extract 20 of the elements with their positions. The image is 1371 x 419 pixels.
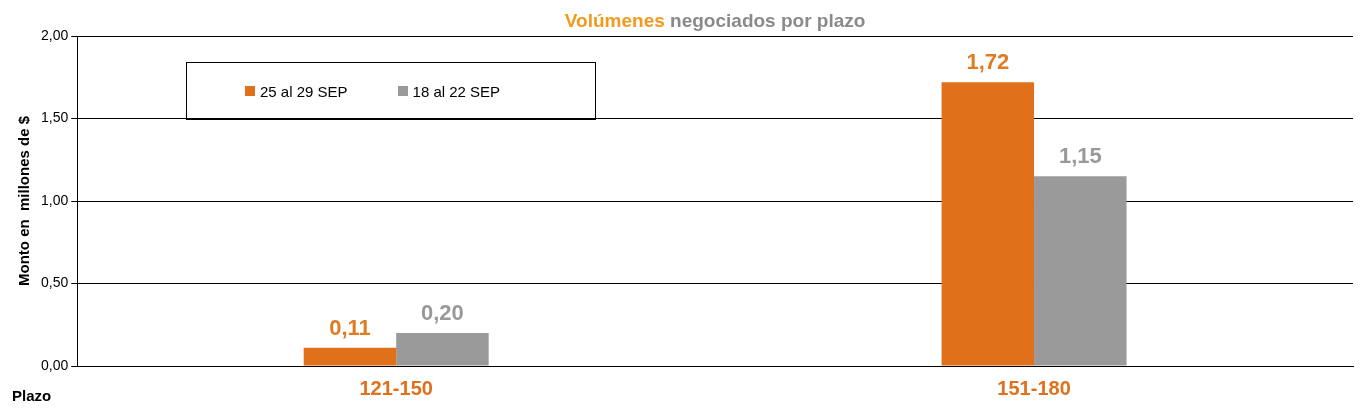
legend-label: 18 al 22 SEP — [412, 82, 501, 100]
bar — [1034, 176, 1127, 366]
data-label: 0,11 — [329, 314, 371, 340]
chart-title: Volúmenes negociados por plazo — [564, 10, 866, 32]
legend-label: 25 al 29 SEP — [260, 82, 348, 100]
data-label: 0,20 — [421, 300, 464, 326]
y-tick-label: 0,50 — [41, 274, 69, 291]
bar — [941, 82, 1035, 366]
x-tick-label: 121-150 — [359, 376, 433, 399]
y-tick-label: 1,00 — [41, 191, 69, 208]
bar — [396, 333, 489, 366]
x-axis-title: Plazo — [12, 386, 52, 404]
y-axis-title: Monto en millones de $ — [15, 115, 33, 287]
y-tick-label: 2,00 — [41, 26, 69, 43]
data-label: 1,15 — [1058, 143, 1102, 169]
bar — [303, 347, 397, 366]
x-tick-label: 151-180 — [997, 376, 1071, 399]
data-label: 1,72 — [966, 49, 1010, 75]
y-tick-label: 1,50 — [41, 109, 69, 126]
y-tick-label: 0,00 — [41, 356, 69, 373]
